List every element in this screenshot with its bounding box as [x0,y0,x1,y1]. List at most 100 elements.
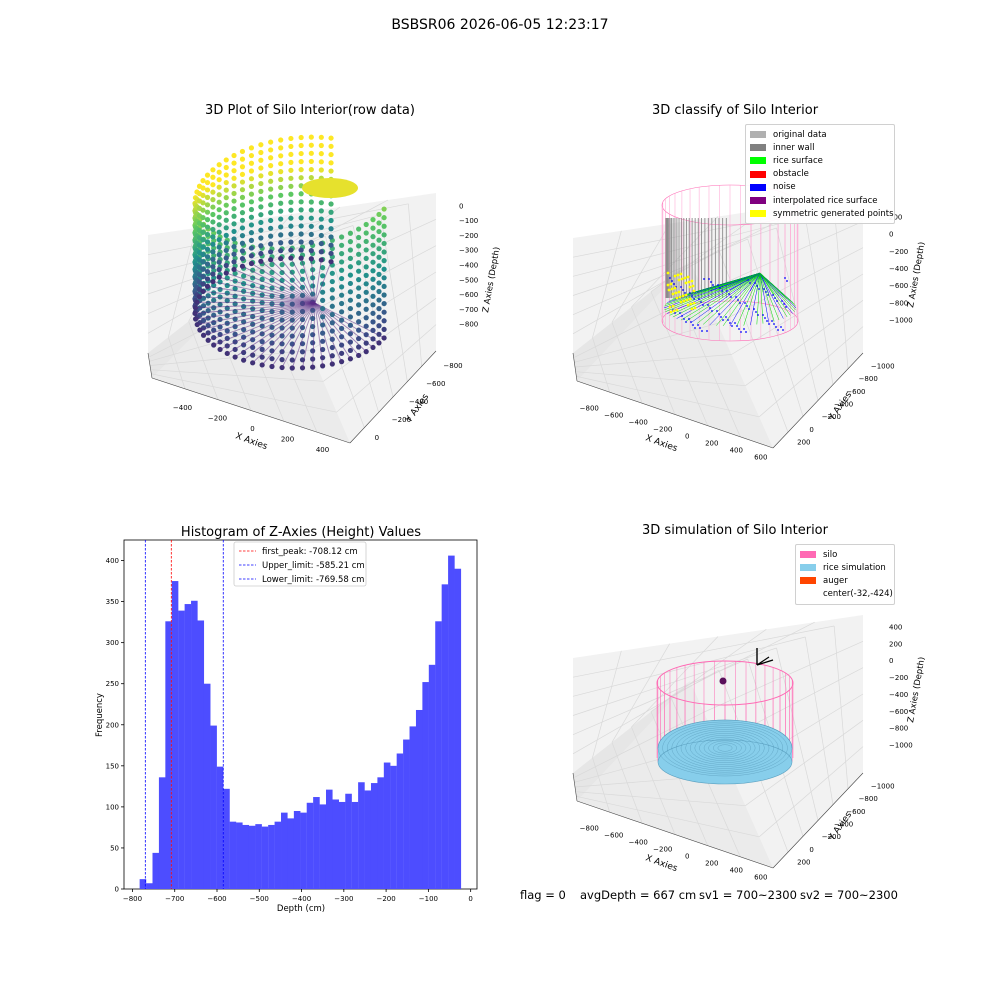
data-point [347,322,354,328]
data-point [204,187,211,193]
data-point [268,139,274,145]
tick-label: −400 [173,404,192,412]
data-point [211,297,217,303]
noise-point [692,324,694,326]
data-point [328,209,334,215]
data-point [376,246,382,252]
tick-label: −800 [580,825,599,833]
legend-label: interpolated rice surface [773,195,878,206]
histogram-bar [216,766,224,889]
tick-label: 0 [250,425,254,433]
data-point [370,234,376,240]
data-point [210,204,216,210]
data-point [216,237,222,243]
data-point [356,260,362,266]
data-point [216,207,222,213]
data-point [194,321,200,328]
noise-point [784,277,786,279]
data-point [288,167,294,173]
data-point [329,328,335,334]
data-point [370,217,376,223]
data-point [376,331,382,337]
legend-item: interpolated rice surface [750,194,890,207]
tick-label: −600 [889,708,908,716]
data-point [210,174,216,180]
data-point [278,169,284,175]
data-point [223,187,229,193]
histogram-bar [454,568,462,889]
data-point [210,226,216,233]
legend-swatch [750,131,766,139]
floor-ray [199,296,316,304]
legend-label-lower-limit: Lower_limit: -769.58 cm [262,575,364,585]
data-point [278,145,284,151]
data-point [381,283,387,290]
data-point [231,152,237,159]
rice-mesh-ring [690,733,760,763]
histogram-bar [325,789,333,889]
histogram-bar [364,790,372,889]
data-point [200,259,206,265]
symmetric-point [668,305,672,309]
data-point [224,350,230,357]
data-point [210,264,216,270]
floor-ray [314,261,332,304]
data-point [278,224,284,230]
pane-floor [152,258,350,443]
floor-ray [243,302,316,361]
symmetric-point [679,272,683,276]
data-point [268,186,274,192]
data-point [278,153,284,159]
data-point [363,264,369,270]
data-point [370,251,376,257]
histogram-bar [229,821,237,889]
rice-mesh-ring [708,740,742,756]
data-point [328,226,334,232]
tick-label: 200 [797,439,810,447]
data-point [328,234,334,240]
symmetric-point [686,303,690,307]
legend-swatch [800,591,816,598]
symmetric-point [666,283,670,287]
tick-label: −200 [208,415,227,423]
legend-label-upper-limit: Upper_limit: -585.21 cm [262,561,365,571]
data-point [370,268,376,274]
x-tick-label: 0 [468,895,472,903]
noise-point [674,312,676,314]
noise-point [681,315,683,317]
noise-point [719,287,721,289]
data-point [216,162,222,168]
data-point [232,286,238,292]
data-point [328,250,334,257]
data-point [223,210,229,216]
noise-point [748,308,750,310]
data-point [381,215,387,221]
data-point [258,235,264,241]
data-point [248,245,255,251]
data-point [239,217,246,223]
panel-classify-title: 3D classify of Silo Interior [651,103,819,118]
data-point [308,231,314,238]
data-point [298,239,304,245]
data-point [288,207,294,213]
histogram-bar [261,826,269,889]
legend-swatch [800,564,816,572]
data-point [223,172,229,178]
histogram-bar [171,581,179,889]
data-point [204,172,211,178]
tick-label: 400 [730,447,743,455]
symmetric-point [690,279,694,283]
tick-label: −400 [629,419,648,427]
axis-line [772,772,864,869]
data-point [268,249,274,255]
data-point [239,263,246,269]
tick-label: −200 [889,248,908,256]
data-point [200,288,206,295]
floor-ray [213,302,316,346]
data-point [210,271,216,277]
tick-label: −800 [859,795,878,803]
data-point [308,158,314,165]
symmetric-point [673,286,677,290]
noise-point [740,331,742,333]
data-point [308,142,314,148]
